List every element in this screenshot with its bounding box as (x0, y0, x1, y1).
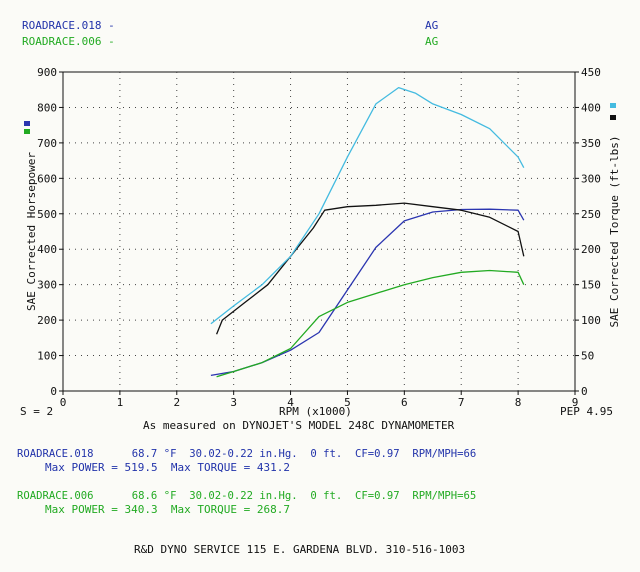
y-right-tick-label: 100 (581, 314, 601, 327)
y-left-tick-label: 800 (37, 101, 57, 114)
y-left-axis-title: SAE Corrected Horsepower (25, 152, 38, 311)
x-tick-label: 6 (401, 396, 408, 409)
y-right-axis-title: SAE Corrected Torque (ft-lbs) (608, 135, 621, 327)
y-right-tick-label: 200 (581, 243, 601, 256)
y-right-tick-label: 400 (581, 101, 601, 114)
y-left-tick-label: 700 (37, 137, 57, 150)
run1-header-tag: AG (425, 19, 439, 32)
x-axis-label: RPM (x1000) (279, 405, 352, 418)
y-left-tick-label: 600 (37, 172, 57, 185)
run2-conditions: ROADRACE.006 68.6 °F 30.02-0.22 in.Hg. 0… (17, 490, 477, 502)
run1-conditions: ROADRACE.018 68.7 °F 30.02-0.22 in.Hg. 0… (17, 448, 477, 460)
y-right-tick-label: 50 (581, 350, 594, 363)
x-tick-label: 3 (230, 396, 237, 409)
y-left-tick-label: 500 (37, 208, 57, 221)
pep-label: PEP 4.95 (560, 405, 613, 418)
left-legend-swatch-green (24, 129, 30, 134)
shop-address: R&D DYNO SERVICE 115 E. GARDENA BLVD. 31… (134, 543, 466, 556)
y-left-tick-label: 100 (37, 350, 57, 363)
x-tick-label: 1 (117, 396, 124, 409)
run2-header-name: ROADRACE.006 - (22, 35, 115, 48)
y-left-tick-label: 200 (37, 314, 57, 327)
right-legend-swatch-cyan (610, 103, 616, 108)
plot-frame (62, 71, 576, 392)
y-right-tick-label: 300 (581, 172, 601, 185)
x-tick-label: 8 (515, 396, 522, 409)
x-tick-label: 7 (458, 396, 465, 409)
run1-header-name: ROADRACE.018 - (22, 19, 115, 32)
right-legend-swatch-black (610, 115, 616, 120)
y-left-tick-label: 400 (37, 243, 57, 256)
y-left-tick-label: 0 (50, 385, 57, 398)
s-label: S = 2 (20, 405, 54, 418)
x-tick-label: 5 (344, 396, 351, 409)
x-tick-label: 0 (60, 396, 67, 409)
roadrace-006-horsepower-line (216, 269, 525, 378)
y-right-tick-label: 150 (581, 279, 601, 292)
roadrace-018-torque-line (215, 202, 525, 335)
y-left-tick-label: 900 (37, 66, 57, 79)
y-right-tick-label: 450 (581, 66, 601, 79)
roadrace-006-torque-line (210, 86, 525, 325)
y-right-tick-label: 0 (581, 385, 588, 398)
y-right-tick-label: 350 (581, 137, 601, 150)
left-legend-swatch-blue (24, 121, 30, 126)
y-right-tick-label: 250 (581, 208, 601, 221)
run2-header-tag: AG (425, 35, 439, 48)
x-tick-label: 2 (173, 396, 180, 409)
measured-note: As measured on DYNOJET'S MODEL 248C DYNA… (143, 419, 455, 432)
run1-max-values: Max POWER = 519.5 Max TORQUE = 431.2 (45, 461, 291, 474)
x-tick-label: 9 (572, 396, 579, 409)
x-tick-label: 4 (287, 396, 294, 409)
run2-max-values: Max POWER = 340.3 Max TORQUE = 268.7 (45, 503, 291, 516)
y-left-tick-label: 300 (37, 279, 57, 292)
